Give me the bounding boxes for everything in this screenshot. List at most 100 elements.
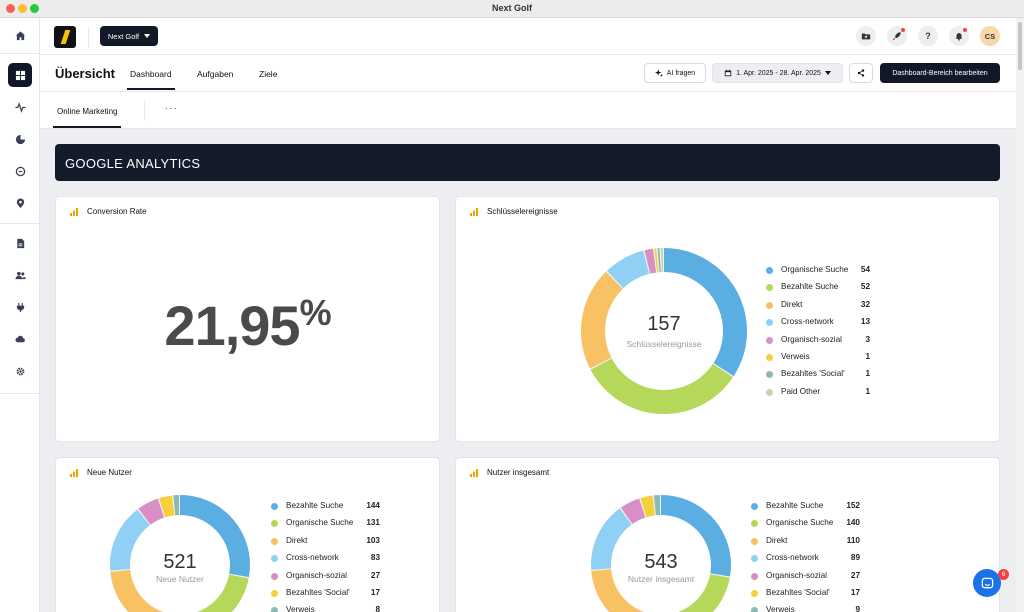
legend-item[interactable]: Verweis 8	[271, 604, 380, 612]
chevron-down-icon	[144, 34, 151, 38]
minimize-window-button[interactable]	[18, 4, 27, 13]
legend-value: 17	[370, 587, 380, 597]
legend-color-dot	[751, 555, 758, 563]
users-icon[interactable]	[8, 263, 32, 287]
section-banner: GOOGLE ANALYTICS	[55, 144, 1000, 181]
donut-total: 543	[644, 551, 678, 573]
legend-color-dot	[766, 267, 773, 274]
legend-item[interactable]: Organisch-sozial 3	[766, 334, 870, 351]
edit-dashboard-button[interactable]: Dashboard-Bereich bearbeiten	[880, 63, 1000, 83]
card-title: Schlüsselereignisse	[487, 207, 558, 216]
legend-item[interactable]: Direkt 110	[751, 535, 860, 552]
legend-item[interactable]: Cross-network 83	[271, 552, 380, 569]
legend-item[interactable]: Bezahlte Suche 144	[271, 500, 380, 517]
legend-item[interactable]: Verweis 1	[766, 351, 870, 368]
legend-value: 140	[846, 518, 860, 528]
ai-ask-button[interactable]: AI fragen	[644, 63, 706, 83]
dashboard-icon[interactable]	[8, 63, 32, 87]
chat-bubble-icon	[981, 577, 993, 588]
card-title: Conversion Rate	[87, 207, 147, 216]
account-name: Next Golf	[107, 31, 140, 41]
donut-segment	[581, 248, 747, 414]
donut-total-label: Schlüsselereignisse	[626, 339, 702, 349]
legend-value: 32	[860, 299, 870, 309]
bell-icon[interactable]	[949, 26, 969, 46]
legend-item[interactable]: Bezahltes 'Social' 17	[751, 587, 860, 604]
cloud-icon[interactable]	[8, 327, 32, 351]
legend-item[interactable]: Bezahlte Suche 52	[766, 281, 870, 298]
legend-label: Bezahltes 'Social'	[286, 587, 350, 597]
legend-item[interactable]: Paid Other 1	[766, 386, 870, 403]
folder-add-icon[interactable]	[856, 26, 876, 46]
app-logo[interactable]	[54, 26, 76, 48]
account-switcher-button[interactable]: Next Golf	[100, 26, 158, 46]
legend-value: 152	[846, 501, 860, 510]
legend-value: 17	[850, 587, 860, 597]
legend-item[interactable]: Bezahltes 'Social' 17	[271, 587, 380, 604]
document-icon[interactable]	[8, 231, 32, 255]
donut-total: 521	[163, 551, 197, 573]
legend-item[interactable]: Cross-network 89	[751, 552, 860, 569]
help-icon[interactable]: ?	[918, 26, 938, 46]
legend-value: 1	[865, 351, 870, 361]
legend-value: 103	[366, 535, 380, 545]
support-chat-button[interactable]	[973, 569, 1001, 597]
conversion-rate-card: Conversion Rate 21,95%	[55, 196, 440, 442]
donut-total-label: Neue Nutzer	[156, 574, 204, 584]
chat-icon[interactable]	[8, 159, 32, 183]
legend-value: 144	[366, 501, 380, 510]
new-users-card: Neue Nutzer 521 Neue Nutzer Bezahlte Suc…	[55, 457, 440, 612]
close-window-button[interactable]	[6, 4, 15, 13]
settings-icon[interactable]	[8, 359, 32, 383]
legend-item[interactable]: Organische Suche 140	[751, 517, 860, 534]
tab-aufgaben[interactable]: Aufgaben	[197, 69, 234, 79]
card-title: Nutzer insgesamt	[487, 468, 550, 477]
legend-item[interactable]: Direkt 32	[766, 299, 870, 316]
legend-item[interactable]: Organisch-sozial 27	[271, 570, 380, 587]
legend-label: Bezahlte Suche	[781, 282, 839, 292]
legend-label: Bezahltes 'Social'	[781, 369, 845, 379]
legend-label: Organisch-sozial	[766, 570, 827, 580]
legend-value: 27	[370, 570, 380, 580]
total-users-donut-chart	[591, 495, 731, 612]
legend-color-dot	[766, 301, 773, 309]
dashboard-tabs: Online Marketing ···	[40, 92, 1024, 129]
pie-chart-icon[interactable]	[8, 127, 32, 151]
tab-dashboard[interactable]: Dashboard	[127, 69, 175, 90]
page-scrollbar[interactable]	[1016, 18, 1024, 612]
home-icon[interactable]	[8, 23, 32, 47]
bar-chart-icon	[470, 208, 478, 216]
activity-icon[interactable]	[8, 95, 32, 119]
tab-ziele[interactable]: Ziele	[259, 69, 278, 79]
legend-value: 110	[846, 535, 860, 545]
maximize-window-button[interactable]	[30, 4, 39, 13]
scrollbar-thumb[interactable]	[1018, 22, 1022, 70]
legend-item[interactable]: Direkt 103	[271, 535, 380, 552]
sparkle-icon	[654, 69, 663, 77]
share-button[interactable]	[849, 63, 873, 83]
donut-segment	[110, 495, 250, 612]
legend-item[interactable]: Bezahlte Suche 152	[751, 500, 860, 517]
legend-color-dot	[766, 388, 773, 396]
plug-icon[interactable]	[8, 295, 32, 319]
legend-item[interactable]: Organische Suche 131	[271, 517, 380, 534]
rocket-icon[interactable]	[887, 26, 907, 46]
donut-total: 157	[647, 313, 681, 335]
legend-color-dot	[766, 371, 773, 379]
legend-item[interactable]: Organische Suche 54	[766, 264, 870, 281]
legend-label: Organisch-sozial	[286, 570, 347, 580]
tab-online-marketing[interactable]: Online Marketing	[52, 107, 123, 128]
legend-item[interactable]: Cross-network 13	[766, 316, 870, 333]
date-range-picker[interactable]: 1. Apr. 2025 - 28. Apr. 2025	[712, 63, 843, 83]
legend-item[interactable]: Organisch-sozial 27	[751, 570, 860, 587]
donut-segment	[110, 495, 250, 612]
more-options-icon[interactable]: ···	[165, 103, 178, 114]
legend-color-dot	[271, 537, 278, 545]
legend-item[interactable]: Verweis 9	[751, 604, 860, 612]
donut-segment	[581, 248, 747, 414]
legend-item[interactable]: Bezahltes 'Social' 1	[766, 368, 870, 385]
legend-value: 1	[865, 386, 870, 396]
location-icon[interactable]	[8, 191, 32, 215]
user-avatar[interactable]: CS	[980, 26, 1000, 46]
new-users-donut-chart	[110, 495, 250, 612]
